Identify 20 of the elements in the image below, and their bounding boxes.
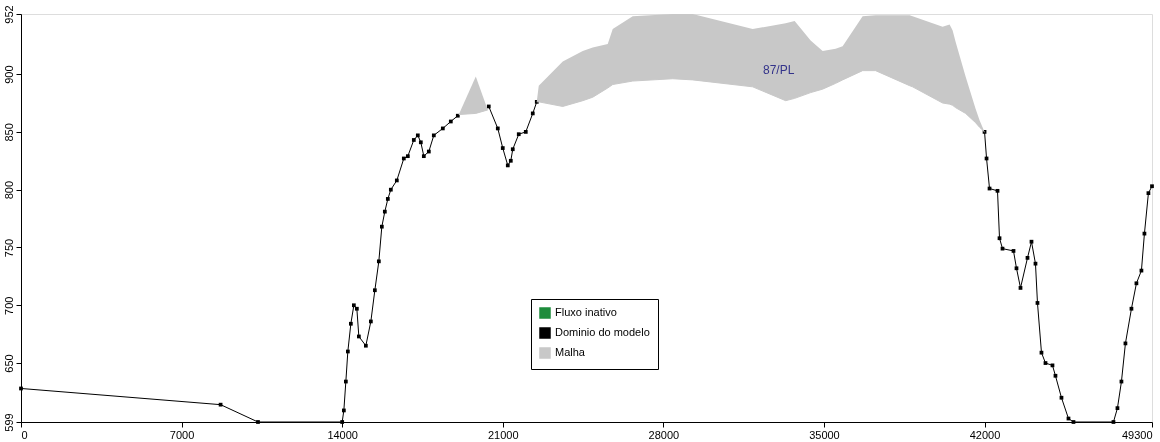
x-tick-label: 0 [21, 428, 28, 441]
x-tick-label: 28000 [648, 428, 680, 441]
x-tick-label: 21000 [487, 428, 519, 441]
x-tick-label: 14000 [327, 428, 358, 441]
x-tick-label: 49300 [1121, 428, 1153, 441]
x-tick-label: 35000 [809, 428, 840, 441]
y-tick-label: 700 [2, 296, 15, 315]
legend-label: Malha [555, 346, 586, 358]
y-tick-label: 599 [2, 413, 15, 432]
y-tick-label: 750 [2, 238, 15, 258]
x-tick-label: 42000 [969, 428, 1001, 441]
y-tick-label: 650 [2, 354, 15, 373]
x-tick-label: 7000 [169, 428, 195, 441]
y-tick-label: 800 [2, 181, 15, 200]
y-tick-label: 850 [2, 123, 15, 142]
legend-label: Dominio do modelo [555, 326, 650, 338]
legend-label: Fluxo inativo [555, 306, 617, 318]
annotation: 87/PL [763, 63, 795, 77]
y-tick-label: 900 [2, 65, 15, 84]
y-tick-label: 952 [2, 5, 15, 24]
